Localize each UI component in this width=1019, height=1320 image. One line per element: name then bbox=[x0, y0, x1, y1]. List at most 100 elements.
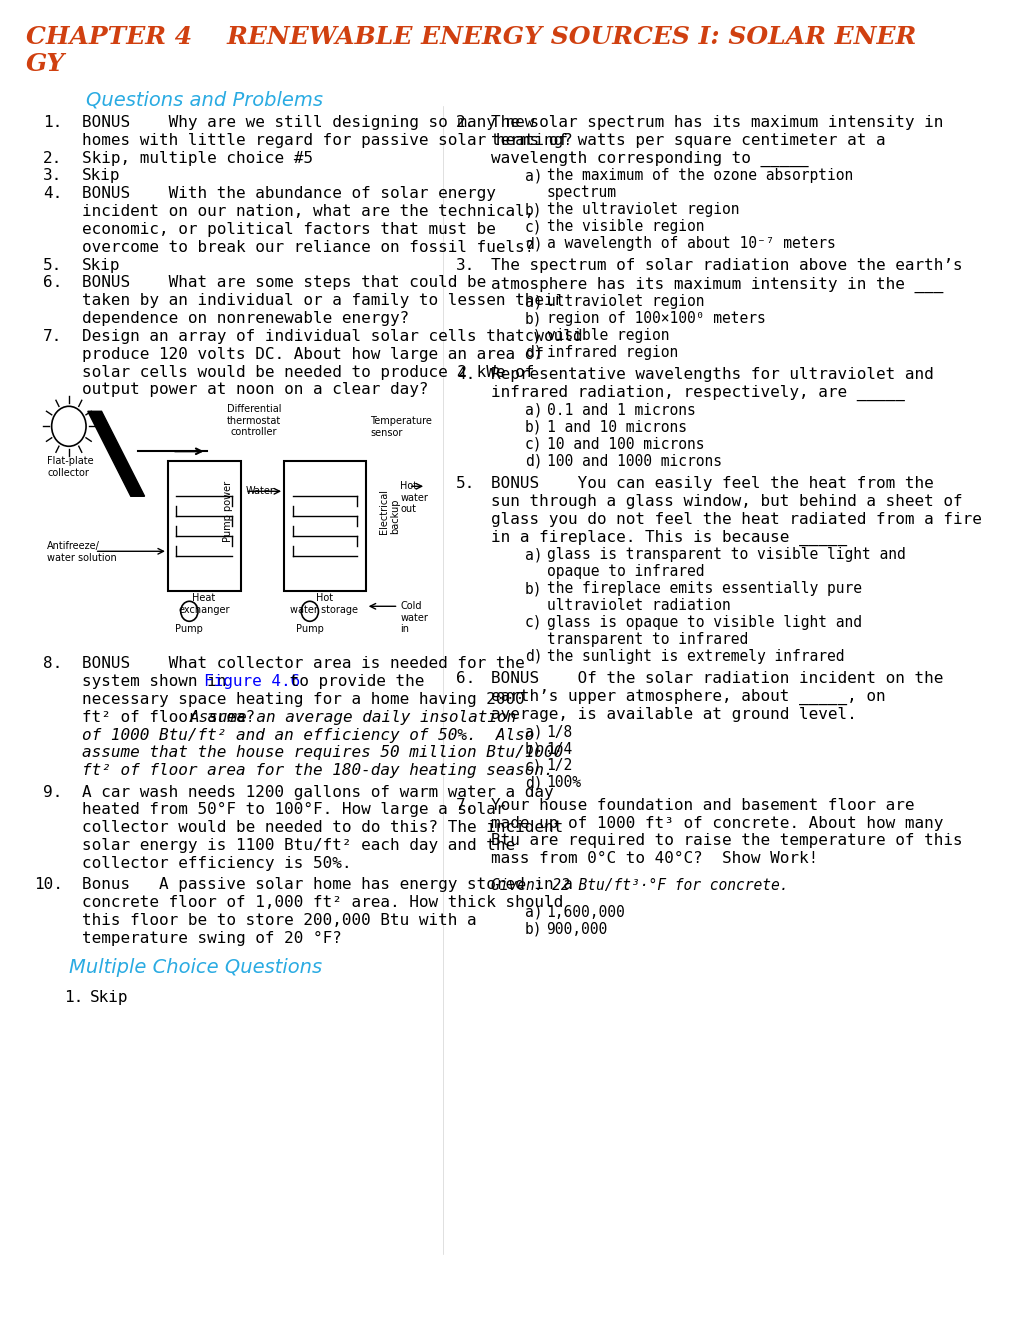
Text: 1,600,000: 1,600,000 bbox=[546, 904, 625, 920]
Text: 7.: 7. bbox=[43, 329, 62, 345]
Text: Cold
water
in: Cold water in bbox=[399, 602, 428, 635]
Text: d): d) bbox=[525, 649, 542, 664]
Text: 1.: 1. bbox=[64, 990, 84, 1005]
Text: 5.: 5. bbox=[455, 477, 475, 491]
Text: glass you do not feel the heat radiated from a fire: glass you do not feel the heat radiated … bbox=[490, 512, 980, 527]
Text: c): c) bbox=[525, 327, 542, 343]
Text: infrared region: infrared region bbox=[546, 345, 677, 360]
Text: Heat
exchanger: Heat exchanger bbox=[178, 593, 229, 615]
Text: necessary space heating for a home having 2000: necessary space heating for a home havin… bbox=[82, 692, 524, 708]
Text: in a fireplace. This is because _____: in a fireplace. This is because _____ bbox=[490, 529, 846, 545]
Text: Pump: Pump bbox=[175, 624, 203, 635]
Text: mass from 0°C to 40°C?  Show Work!: mass from 0°C to 40°C? Show Work! bbox=[490, 851, 817, 866]
Text: 900,000: 900,000 bbox=[546, 921, 607, 937]
Text: ft² of floor area?: ft² of floor area? bbox=[82, 710, 264, 725]
Text: to provide the: to provide the bbox=[279, 675, 424, 689]
Text: taken by an individual or a family to lessen their: taken by an individual or a family to le… bbox=[82, 293, 562, 309]
Text: a): a) bbox=[525, 294, 542, 309]
Text: Hot
water storage: Hot water storage bbox=[290, 593, 358, 615]
Text: BONUS    You can easily feel the heat from the: BONUS You can easily feel the heat from … bbox=[490, 477, 932, 491]
Text: The solar spectrum has its maximum intensity in: The solar spectrum has its maximum inten… bbox=[490, 115, 942, 129]
Text: 10 and 100 microns: 10 and 100 microns bbox=[546, 437, 703, 451]
Text: c): c) bbox=[525, 437, 542, 451]
Text: b): b) bbox=[525, 312, 542, 326]
Text: 0.1 and 1 microns: 0.1 and 1 microns bbox=[546, 403, 695, 418]
Text: a): a) bbox=[525, 548, 542, 562]
Text: spectrum: spectrum bbox=[546, 185, 615, 201]
Text: of 1000 Btu/ft² and an efficiency of 50%.  Also: of 1000 Btu/ft² and an efficiency of 50%… bbox=[82, 727, 534, 743]
Text: terms of watts per square centimeter at a: terms of watts per square centimeter at … bbox=[490, 133, 884, 148]
Text: d): d) bbox=[525, 236, 542, 251]
Text: ft² of floor area for the 180-day heating season.: ft² of floor area for the 180-day heatin… bbox=[82, 763, 553, 779]
Text: c): c) bbox=[525, 615, 542, 630]
Text: concrete floor of 1,000 ft² area. How thick should: concrete floor of 1,000 ft² area. How th… bbox=[82, 895, 562, 911]
Text: 4.: 4. bbox=[43, 186, 62, 202]
Text: heated from 50°F to 100°F. How large a solar: heated from 50°F to 100°F. How large a s… bbox=[82, 803, 504, 817]
Text: 1 and 10 microns: 1 and 10 microns bbox=[546, 420, 686, 434]
Text: 100 and 1000 microns: 100 and 1000 microns bbox=[546, 454, 720, 469]
Text: assume that the house requires 50 million Btu/1000: assume that the house requires 50 millio… bbox=[82, 746, 562, 760]
Text: Temperature
sensor: Temperature sensor bbox=[370, 416, 431, 438]
Text: The spectrum of solar radiation above the earth’s: The spectrum of solar radiation above th… bbox=[490, 259, 961, 273]
Text: 2.: 2. bbox=[43, 150, 62, 165]
Text: Differential
thermostat
controller: Differential thermostat controller bbox=[226, 404, 281, 437]
Text: 2.: 2. bbox=[455, 115, 475, 129]
Text: 5.: 5. bbox=[43, 257, 62, 273]
Text: incident on our nation, what are the technical,: incident on our nation, what are the tec… bbox=[82, 205, 534, 219]
Text: Skip: Skip bbox=[91, 990, 128, 1005]
Text: BONUS    Why are we still designing so many new: BONUS Why are we still designing so many… bbox=[82, 115, 534, 129]
Text: Hot
water
out: Hot water out bbox=[399, 482, 428, 515]
Text: collector efficiency is 50%.: collector efficiency is 50%. bbox=[82, 855, 351, 871]
Text: 1/8: 1/8 bbox=[546, 725, 573, 739]
Text: homes with little regard for passive solar heating?: homes with little regard for passive sol… bbox=[82, 133, 572, 148]
Text: b): b) bbox=[525, 581, 542, 597]
Text: solar cells would be needed to produce 2 kWe of: solar cells would be needed to produce 2… bbox=[82, 364, 534, 380]
Text: Representative wavelengths for ultraviolet and: Representative wavelengths for ultraviol… bbox=[490, 367, 932, 383]
Text: Pump power: Pump power bbox=[223, 480, 233, 541]
Text: BONUS    What collector area is needed for the: BONUS What collector area is needed for … bbox=[82, 656, 524, 672]
Text: the ultraviolet region: the ultraviolet region bbox=[546, 202, 739, 218]
Text: ultraviolet radiation: ultraviolet radiation bbox=[546, 598, 730, 612]
Text: Bonus   A passive solar home has energy stored in a: Bonus A passive solar home has energy st… bbox=[82, 878, 572, 892]
Text: glass is transparent to visible light and: glass is transparent to visible light an… bbox=[546, 548, 905, 562]
Text: Btu are required to raise the temperature of this: Btu are required to raise the temperatur… bbox=[490, 833, 961, 849]
Bar bbox=[283, 461, 366, 591]
Text: Skip, multiple choice #5: Skip, multiple choice #5 bbox=[82, 150, 313, 165]
Text: overcome to break our reliance on fossil fuels?: overcome to break our reliance on fossil… bbox=[82, 240, 534, 255]
Text: b): b) bbox=[525, 742, 542, 756]
Text: b): b) bbox=[525, 921, 542, 937]
Text: solar energy is 1100 Btu/ft² each day and the: solar energy is 1100 Btu/ft² each day an… bbox=[82, 838, 515, 853]
Text: 3.: 3. bbox=[43, 169, 62, 183]
Text: a): a) bbox=[525, 403, 542, 418]
Text: Given: 22 Btu/ft³·°F for concrete.: Given: 22 Btu/ft³·°F for concrete. bbox=[490, 878, 788, 892]
Text: 1/4: 1/4 bbox=[546, 742, 573, 756]
Text: infrared radiation, respectively, are _____: infrared radiation, respectively, are __… bbox=[490, 385, 904, 401]
Text: Water: Water bbox=[245, 486, 274, 496]
Text: 1/2: 1/2 bbox=[546, 759, 573, 774]
Text: Skip: Skip bbox=[82, 169, 120, 183]
Text: Electrical
backup: Electrical backup bbox=[378, 488, 399, 533]
Text: output power at noon on a clear day?: output power at noon on a clear day? bbox=[82, 383, 428, 397]
Text: 8.: 8. bbox=[43, 656, 62, 672]
Text: the fireplace emits essentially pure: the fireplace emits essentially pure bbox=[546, 581, 861, 597]
Text: a): a) bbox=[525, 904, 542, 920]
Text: 7.: 7. bbox=[455, 797, 475, 813]
Text: temperature swing of 20 °F?: temperature swing of 20 °F? bbox=[82, 931, 341, 946]
Text: atmosphere has its maximum intensity in the ___: atmosphere has its maximum intensity in … bbox=[490, 276, 942, 293]
Text: d): d) bbox=[525, 775, 542, 791]
Text: dependence on nonrenewable energy?: dependence on nonrenewable energy? bbox=[82, 312, 409, 326]
Text: Skip: Skip bbox=[82, 257, 120, 273]
Text: average, is available at ground level.: average, is available at ground level. bbox=[490, 706, 856, 722]
Text: 6.: 6. bbox=[43, 276, 62, 290]
Text: Design an array of individual solar cells that would: Design an array of individual solar cell… bbox=[82, 329, 582, 345]
Text: the visible region: the visible region bbox=[546, 219, 703, 234]
Text: b): b) bbox=[525, 420, 542, 434]
Text: 100%: 100% bbox=[546, 775, 581, 791]
Text: GY: GY bbox=[25, 51, 65, 77]
Text: economic, or political factors that must be: economic, or political factors that must… bbox=[82, 222, 495, 238]
Text: 9.: 9. bbox=[43, 784, 62, 800]
Text: Figure 4.6: Figure 4.6 bbox=[204, 675, 300, 689]
Text: opaque to infrared: opaque to infrared bbox=[546, 564, 703, 579]
Text: sun through a glass window, but behind a sheet of: sun through a glass window, but behind a… bbox=[490, 494, 961, 508]
Text: a wavelength of about 10⁻⁷ meters: a wavelength of about 10⁻⁷ meters bbox=[546, 236, 835, 251]
